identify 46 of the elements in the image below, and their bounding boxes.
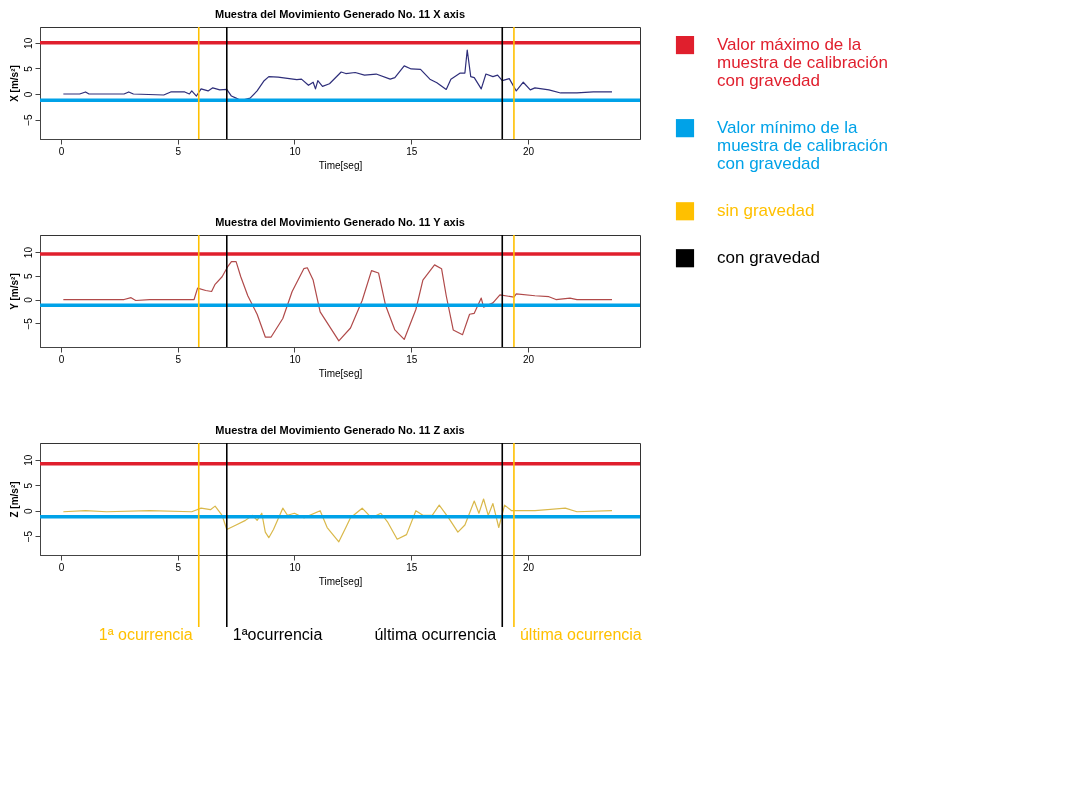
- y-tick-label: 5: [22, 273, 34, 280]
- chart-title: Muestra del Movimiento Generado No. 11 Z axis: [215, 424, 465, 437]
- ref-line-label: 1ªocurrencia: [232, 626, 323, 643]
- x-tick-label: 15: [406, 353, 418, 365]
- legend-label: Valor máximo de la muestra de calibración con gravedad: [717, 35, 889, 91]
- y-tick-label: 5: [22, 65, 34, 72]
- y-tick-label: 10: [22, 454, 34, 466]
- ref-line-label: última ocurrencia: [519, 626, 642, 643]
- ref-line-label: 1ª ocurrencia: [98, 626, 193, 643]
- x-tick-label: 15: [406, 561, 418, 573]
- y-tick-label: 0: [22, 296, 34, 303]
- x-tick-label: 20: [522, 145, 535, 157]
- line-series: [62, 498, 613, 543]
- y-tick-label: −5: [22, 113, 34, 126]
- x-tick-label: 15: [406, 145, 418, 157]
- line-series: [62, 260, 613, 342]
- chart-title: Muestra del Movimiento Generado No. 11 Y axis: [215, 216, 465, 229]
- x-axis-title: Time[seg]: [318, 367, 363, 379]
- y-axis-title: Z [m/s²]: [8, 481, 20, 518]
- x-axis-title: Time[seg]: [318, 575, 363, 587]
- x-tick-label: 5: [175, 561, 182, 573]
- x-tick-label: 20: [522, 353, 535, 365]
- y-tick-label: 10: [22, 37, 34, 49]
- x-axis-title: Time[seg]: [318, 159, 363, 171]
- x-tick-label: 20: [522, 561, 535, 573]
- x-tick-label: 5: [175, 353, 182, 365]
- legend-label: con gravedad: [717, 248, 821, 268]
- y-tick-label: 0: [22, 507, 34, 514]
- x-tick-label: 0: [58, 145, 65, 157]
- x-tick-label: 5: [175, 145, 182, 157]
- x-tick-label: 10: [289, 561, 301, 573]
- x-tick-label: 0: [58, 561, 65, 573]
- y-tick-label: −5: [22, 317, 34, 330]
- y-axis-title: Y [m/s²]: [8, 273, 20, 310]
- x-tick-label: 10: [289, 145, 301, 157]
- y-tick-label: 5: [22, 482, 34, 489]
- ref-line-label: última ocurrencia: [374, 626, 497, 643]
- legend-label: Valor mínimo de la muestra de calibración con gravedad: [717, 118, 889, 174]
- legend-label: sin gravedad: [717, 201, 815, 221]
- x-tick-label: 10: [289, 353, 301, 365]
- y-tick-label: −5: [22, 530, 34, 543]
- chart-title: Muestra del Movimiento Generado No. 11 X axis: [214, 8, 466, 21]
- y-tick-label: 10: [22, 246, 34, 259]
- x-tick-label: 0: [58, 353, 65, 365]
- y-tick-label: 0: [22, 91, 34, 98]
- y-axis-title: X [m/s²]: [8, 65, 20, 102]
